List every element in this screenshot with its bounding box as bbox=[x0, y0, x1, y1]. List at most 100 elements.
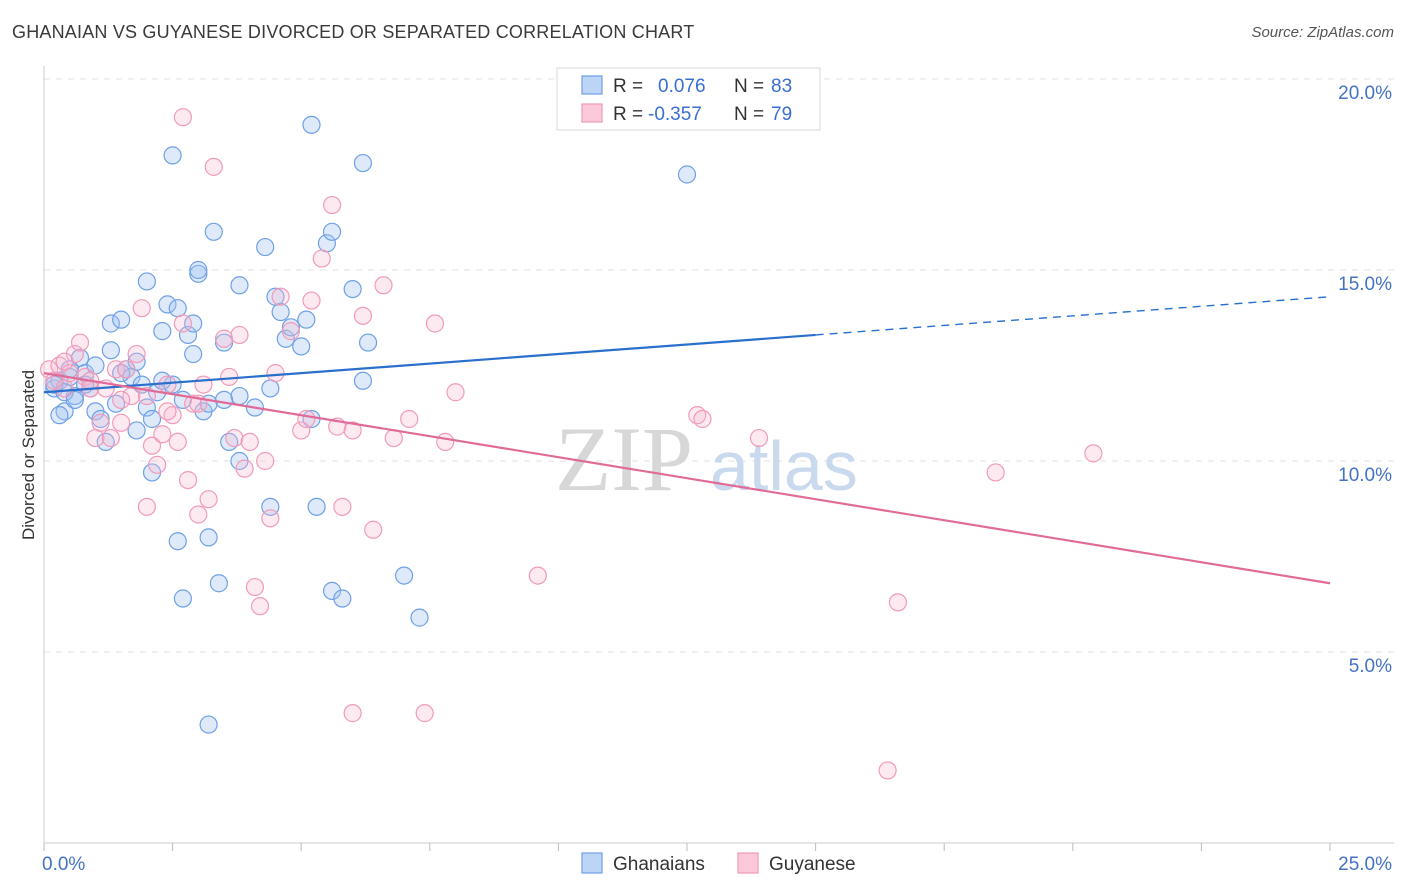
guyanese-point bbox=[142, 436, 162, 455]
y-tick-label: 20.0% bbox=[1338, 83, 1392, 104]
ghanaians-point bbox=[307, 497, 326, 516]
guyanese-point bbox=[91, 413, 110, 432]
watermark-atlas: atlas bbox=[710, 427, 858, 505]
guyanese-point bbox=[250, 597, 270, 616]
legend-n-value-guyanese: 79 bbox=[771, 104, 792, 125]
ghanaians-point bbox=[173, 589, 192, 608]
guyanese-point bbox=[446, 383, 465, 402]
legend-bottom-swatch-ghanaians bbox=[581, 852, 603, 874]
guyanese-point bbox=[415, 704, 434, 723]
ghanaians-point bbox=[158, 295, 177, 314]
series-legend: Ghanaians Guyanese bbox=[581, 852, 856, 875]
ghanaians-point bbox=[358, 333, 378, 352]
ghanaians-point bbox=[214, 390, 234, 409]
guyanese-point bbox=[322, 195, 342, 215]
legend-n-value-ghanaians: 83 bbox=[771, 76, 792, 97]
ghanaians-point bbox=[199, 715, 218, 734]
ghanaians-point bbox=[271, 302, 290, 322]
y-tick-label: 10.0% bbox=[1338, 465, 1392, 486]
ghanaians-point bbox=[256, 237, 275, 257]
guyanese-point bbox=[240, 432, 259, 451]
chart-title: GHANAIAN VS GUYANESE DIVORCED OR SEPARAT… bbox=[12, 22, 695, 42]
ghanaians-point bbox=[127, 421, 146, 440]
legend-bottom-label-guyanese: Guyanese bbox=[769, 854, 856, 875]
ghanaians-point bbox=[153, 322, 172, 341]
guyanese-point bbox=[266, 364, 285, 383]
guyanese-point bbox=[245, 577, 265, 597]
guyanese-point bbox=[281, 322, 301, 341]
guyanese-point bbox=[749, 428, 769, 448]
stats-legend: R = 0.076 N = 83 R = -0.357 N = 79 bbox=[556, 67, 821, 131]
guyanese-point bbox=[148, 455, 167, 474]
ghanaians-point bbox=[50, 406, 69, 425]
guyanese-point bbox=[353, 306, 373, 325]
ghanaians-point bbox=[394, 566, 414, 585]
legend-r-value-ghanaians: 0.076 bbox=[658, 76, 706, 97]
ghanaians-point bbox=[322, 222, 342, 241]
ghanaians-point bbox=[302, 115, 321, 134]
guyanese-point bbox=[333, 497, 352, 516]
ghanaians-point bbox=[112, 310, 131, 329]
legend-r-label-ghanaians: R = bbox=[613, 76, 643, 97]
legend-bottom-swatch-guyanese bbox=[737, 852, 759, 874]
ghanaians-point bbox=[204, 222, 223, 241]
ghanaians-point bbox=[137, 272, 156, 291]
ghanaians-point bbox=[281, 318, 301, 337]
ghanaians-point bbox=[209, 574, 228, 593]
ghanaians-points bbox=[45, 115, 697, 734]
guyanese-point bbox=[132, 299, 151, 318]
ghanaians-point bbox=[127, 352, 146, 371]
guyanese-point bbox=[194, 375, 213, 394]
guyanese-point bbox=[400, 409, 419, 429]
ghanaians-point bbox=[189, 264, 208, 283]
guyanese-point bbox=[158, 402, 177, 421]
guyanese-point bbox=[65, 344, 84, 364]
guyanese-point bbox=[173, 314, 192, 333]
ghanaians-point bbox=[214, 333, 234, 352]
guyanese-point bbox=[693, 409, 712, 429]
legend-r-label-guyanese: R = bbox=[613, 104, 643, 125]
tick-labels: 5.0% 10.0% 15.0% 20.0% 0.0% 25.0% bbox=[42, 83, 1392, 875]
legend-bottom-label-ghanaians: Ghanaians bbox=[613, 854, 705, 875]
ghanaians-point bbox=[189, 260, 208, 280]
ghanaians-trend-line bbox=[43, 333, 816, 394]
ghanaians-point bbox=[184, 344, 203, 364]
ghanaians-point bbox=[292, 337, 311, 356]
guyanese-point bbox=[1084, 444, 1103, 463]
ghanaians-point bbox=[163, 146, 182, 165]
ghanaians-point bbox=[142, 409, 162, 429]
guyanese-point bbox=[86, 428, 105, 448]
guyanese-point bbox=[178, 471, 198, 490]
x-tick-label-min: 0.0% bbox=[42, 854, 85, 875]
legend-r-value-guyanese: -0.357 bbox=[648, 104, 702, 125]
legend-n-label-guyanese: N = bbox=[734, 104, 764, 125]
axes bbox=[43, 66, 1394, 851]
guyanese-point bbox=[184, 394, 203, 413]
guyanese-point bbox=[137, 497, 156, 516]
guyanese-point bbox=[204, 157, 223, 176]
guyanese-point bbox=[101, 428, 120, 448]
guyanese-point bbox=[302, 291, 321, 310]
guyanese-point bbox=[261, 509, 280, 528]
guyanese-point bbox=[70, 333, 90, 352]
guyanese-point bbox=[173, 108, 192, 127]
guyanese-point bbox=[168, 432, 187, 451]
guyanese-point bbox=[292, 421, 311, 440]
x-tick-label-max: 25.0% bbox=[1338, 854, 1392, 875]
guyanese-point bbox=[137, 386, 156, 406]
ghanaians-point bbox=[353, 153, 373, 173]
guyanese-point bbox=[189, 505, 208, 524]
ghanaians-point bbox=[410, 608, 429, 627]
guyanese-point bbox=[235, 459, 254, 478]
guyanese-point bbox=[436, 432, 455, 451]
source-label: Source: ZipAtlas.com bbox=[1251, 24, 1394, 41]
guyanese-point bbox=[374, 276, 393, 295]
ghanaians-point bbox=[101, 341, 120, 360]
ghanaians-point bbox=[65, 390, 84, 409]
guyanese-point bbox=[117, 360, 136, 379]
watermark: ZIP atlas bbox=[555, 408, 858, 510]
ghanaians-point bbox=[101, 314, 120, 333]
guyanese-point bbox=[425, 314, 445, 333]
y-axis-label: Divorced or Separated bbox=[19, 370, 38, 540]
